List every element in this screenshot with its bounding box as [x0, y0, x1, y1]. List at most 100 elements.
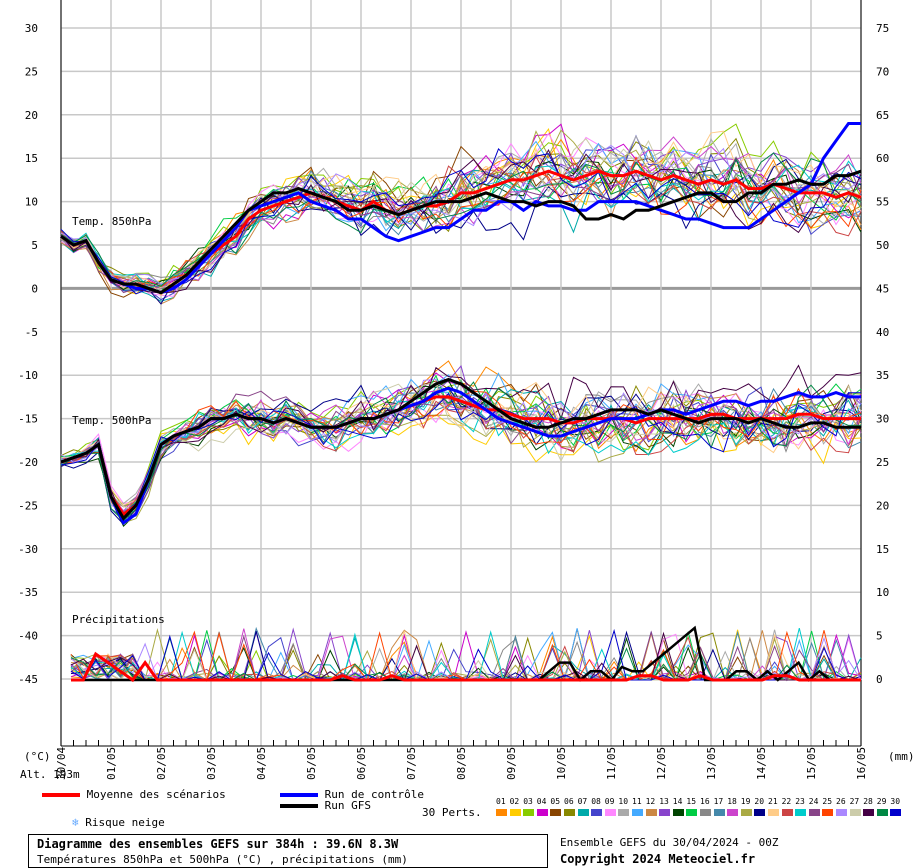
pert-color-swatch: [863, 809, 875, 816]
ensemble-precip-line: [70, 631, 861, 681]
left-tick-label: 15: [25, 152, 38, 165]
pert-color-swatch: [496, 809, 507, 816]
pert-number: 27: [849, 797, 860, 806]
altitude-label: Alt. 193m: [20, 768, 80, 781]
pert-color-swatch: [890, 809, 902, 816]
pert-color-swatch: [618, 809, 630, 816]
pert-color-swatch: [632, 809, 643, 816]
pert-number: 07: [577, 797, 588, 806]
pert-number: 08: [591, 797, 601, 806]
pert-number: 21: [768, 797, 778, 806]
ensemble-member-line: [60, 379, 862, 508]
pert-number: 22: [781, 797, 792, 806]
left-tick-label: 10: [25, 196, 38, 209]
ensemble-member-line: [60, 382, 862, 512]
pert-color-swatch: [808, 809, 820, 816]
right-tick-label: 35: [876, 369, 889, 382]
pert-number: 09: [604, 797, 615, 806]
pert-number: 16: [700, 797, 710, 806]
pert-number: 12: [645, 797, 656, 806]
legend-perts: 30 Perts.: [422, 806, 482, 819]
pert-number: 13: [659, 797, 669, 806]
left-tick-label: -35: [18, 586, 38, 599]
pert-number: 23: [795, 797, 805, 806]
ensemble-precip-line: [70, 630, 861, 681]
x-tick-label: 08/05: [455, 747, 468, 780]
x-tick-label: 14/05: [755, 747, 768, 780]
x-axis-labels: 30/04 01/05 02/05 03/05 04/05 05/05 06/05 07/05…: [55, 747, 868, 780]
pert-number: 11: [632, 797, 642, 806]
right-tick-label: 25: [876, 456, 889, 469]
ensemble-member-line: [60, 138, 862, 293]
pert-color-swatch: [740, 809, 752, 816]
pert-color-swatch: [659, 809, 671, 816]
right-tick-label: 0: [876, 673, 883, 686]
left-tick-label: -10: [18, 369, 38, 382]
pert-color-swatch: [550, 809, 562, 816]
pert-color-swatch: [604, 809, 616, 816]
ensemble-member-line: [60, 148, 862, 295]
legend-snow: ❄ Risque neige: [72, 816, 165, 829]
right-tick-label: 50: [876, 239, 889, 252]
chart-grid: [60, 0, 862, 747]
pert-number: 20: [754, 797, 765, 806]
left-tick-label: -40: [18, 630, 38, 643]
legend-mean-swatch: [42, 793, 80, 797]
series-line: [60, 377, 861, 521]
x-tick-label: 11/05: [605, 747, 618, 780]
pert-number: 26: [836, 797, 846, 806]
ensemble-precip-line: [70, 633, 862, 681]
pert-number: 14: [672, 797, 683, 806]
right-tick-label: 70: [876, 65, 889, 78]
pert-color-swatch: [672, 809, 684, 816]
right-tick-label: 55: [876, 196, 889, 209]
pert-color-swatch: [768, 809, 779, 816]
legend-gfs-label: Run GFS: [324, 799, 371, 812]
ensemble-member-line: [60, 399, 862, 524]
left-tick-label: 25: [25, 65, 38, 78]
left-axis-ticks: 30 25 20 15 10 5 0 -5 -10 -15 -20 -25 -30 -35 -40 -45: [18, 22, 38, 686]
right-tick-label: 10: [876, 586, 889, 599]
x-tick-label: 02/05: [155, 747, 168, 780]
x-tick-label: 30/04: [55, 747, 68, 780]
chart-title: Diagramme des ensembles GEFS sur 384h : …: [37, 837, 399, 851]
pert-number: 30: [890, 797, 901, 806]
right-tick-label: 45: [876, 282, 889, 295]
left-tick-label: -45: [18, 673, 38, 686]
x-tick-label: 13/05: [705, 747, 718, 780]
pert-number: 01: [496, 797, 506, 806]
x-tick-label: 01/05: [105, 747, 118, 780]
chart-subtitle: Températures 850hPa et 500hPa (°C) , pré…: [37, 853, 408, 866]
right-tick-label: 75: [876, 22, 889, 35]
pert-number: 10: [618, 797, 629, 806]
left-tick-label: 30: [25, 22, 38, 35]
right-tick-label: 65: [876, 109, 889, 122]
left-tick-label: -5: [25, 326, 38, 339]
run-info: Ensemble GEFS du 30/04/2024 - 00Z: [560, 836, 779, 849]
legend-control-label: Run de contrôle: [324, 788, 424, 801]
pert-color-swatch: [645, 809, 657, 816]
pert-color-swatch: [781, 809, 793, 816]
ensemble-precip-line: [70, 630, 861, 682]
legend-gfs-swatch: [280, 804, 318, 808]
legend-snow-label: Risque neige: [85, 816, 165, 829]
x-tick-label: 07/05: [405, 747, 418, 780]
pert-color-swatch: [523, 809, 535, 816]
section-label-t850: Temp. 850hPa: [72, 215, 151, 228]
pert-color-swatch: [849, 809, 861, 816]
pert-color-swatch: [713, 809, 725, 816]
pert-color-swatch: [564, 809, 575, 816]
pert-number: 25: [822, 797, 833, 806]
right-tick-label: 40: [876, 326, 889, 339]
pert-color-swatch: [536, 809, 548, 816]
pert-number: 04: [536, 797, 547, 806]
precip-mean-line: [71, 651, 861, 683]
pert-number: 28: [863, 797, 873, 806]
pert-number: 03: [523, 797, 533, 806]
x-tick-label: 12/05: [655, 747, 668, 780]
pert-number: 19: [740, 797, 751, 806]
right-axis-unit: (mm): [888, 750, 915, 763]
legend-gfs: Run GFS: [280, 799, 371, 812]
left-tick-label: -25: [18, 499, 38, 512]
right-tick-label: 30: [876, 413, 889, 426]
